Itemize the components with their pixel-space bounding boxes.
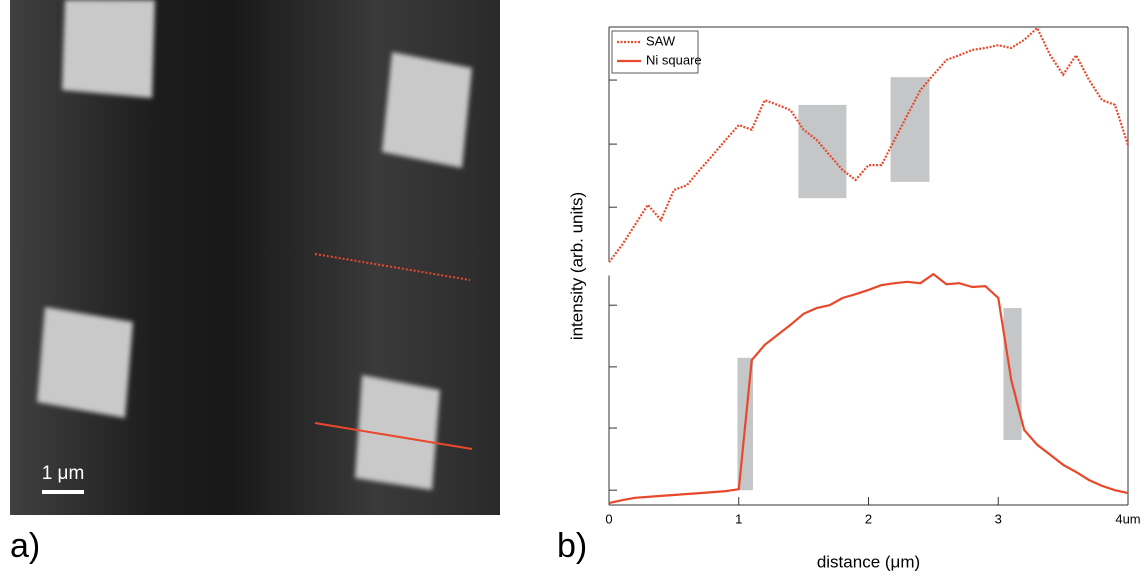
- ni-square: [62, 0, 155, 98]
- ni-square: [37, 307, 133, 418]
- panel-label: b): [557, 527, 587, 565]
- scale-bar-label: 1 μm: [42, 463, 85, 484]
- legend-box: [611, 30, 699, 74]
- highlight-region: [798, 104, 847, 199]
- y-axis-label: intensity (arb. units): [567, 192, 586, 340]
- x-tick-label: 2: [865, 511, 872, 526]
- ni-square: [382, 52, 472, 168]
- highlight-region: [1003, 308, 1022, 440]
- x-tick-label: 4um: [1115, 511, 1140, 526]
- legend-label: Ni square: [646, 52, 702, 67]
- x-tick-label: 3: [995, 511, 1002, 526]
- highlight-region: [890, 77, 930, 182]
- micrograph: 1 μm: [10, 0, 500, 515]
- profile-line-ni: [314, 422, 473, 450]
- ni-square: [355, 375, 440, 490]
- panel-label: a): [10, 527, 40, 565]
- x-axis-label: distance (μm): [817, 552, 920, 571]
- legend-label: SAW: [646, 33, 676, 48]
- series-line: [608, 272, 1129, 505]
- x-tick-label: 1: [735, 511, 742, 526]
- x-tick-label: 0: [605, 511, 612, 526]
